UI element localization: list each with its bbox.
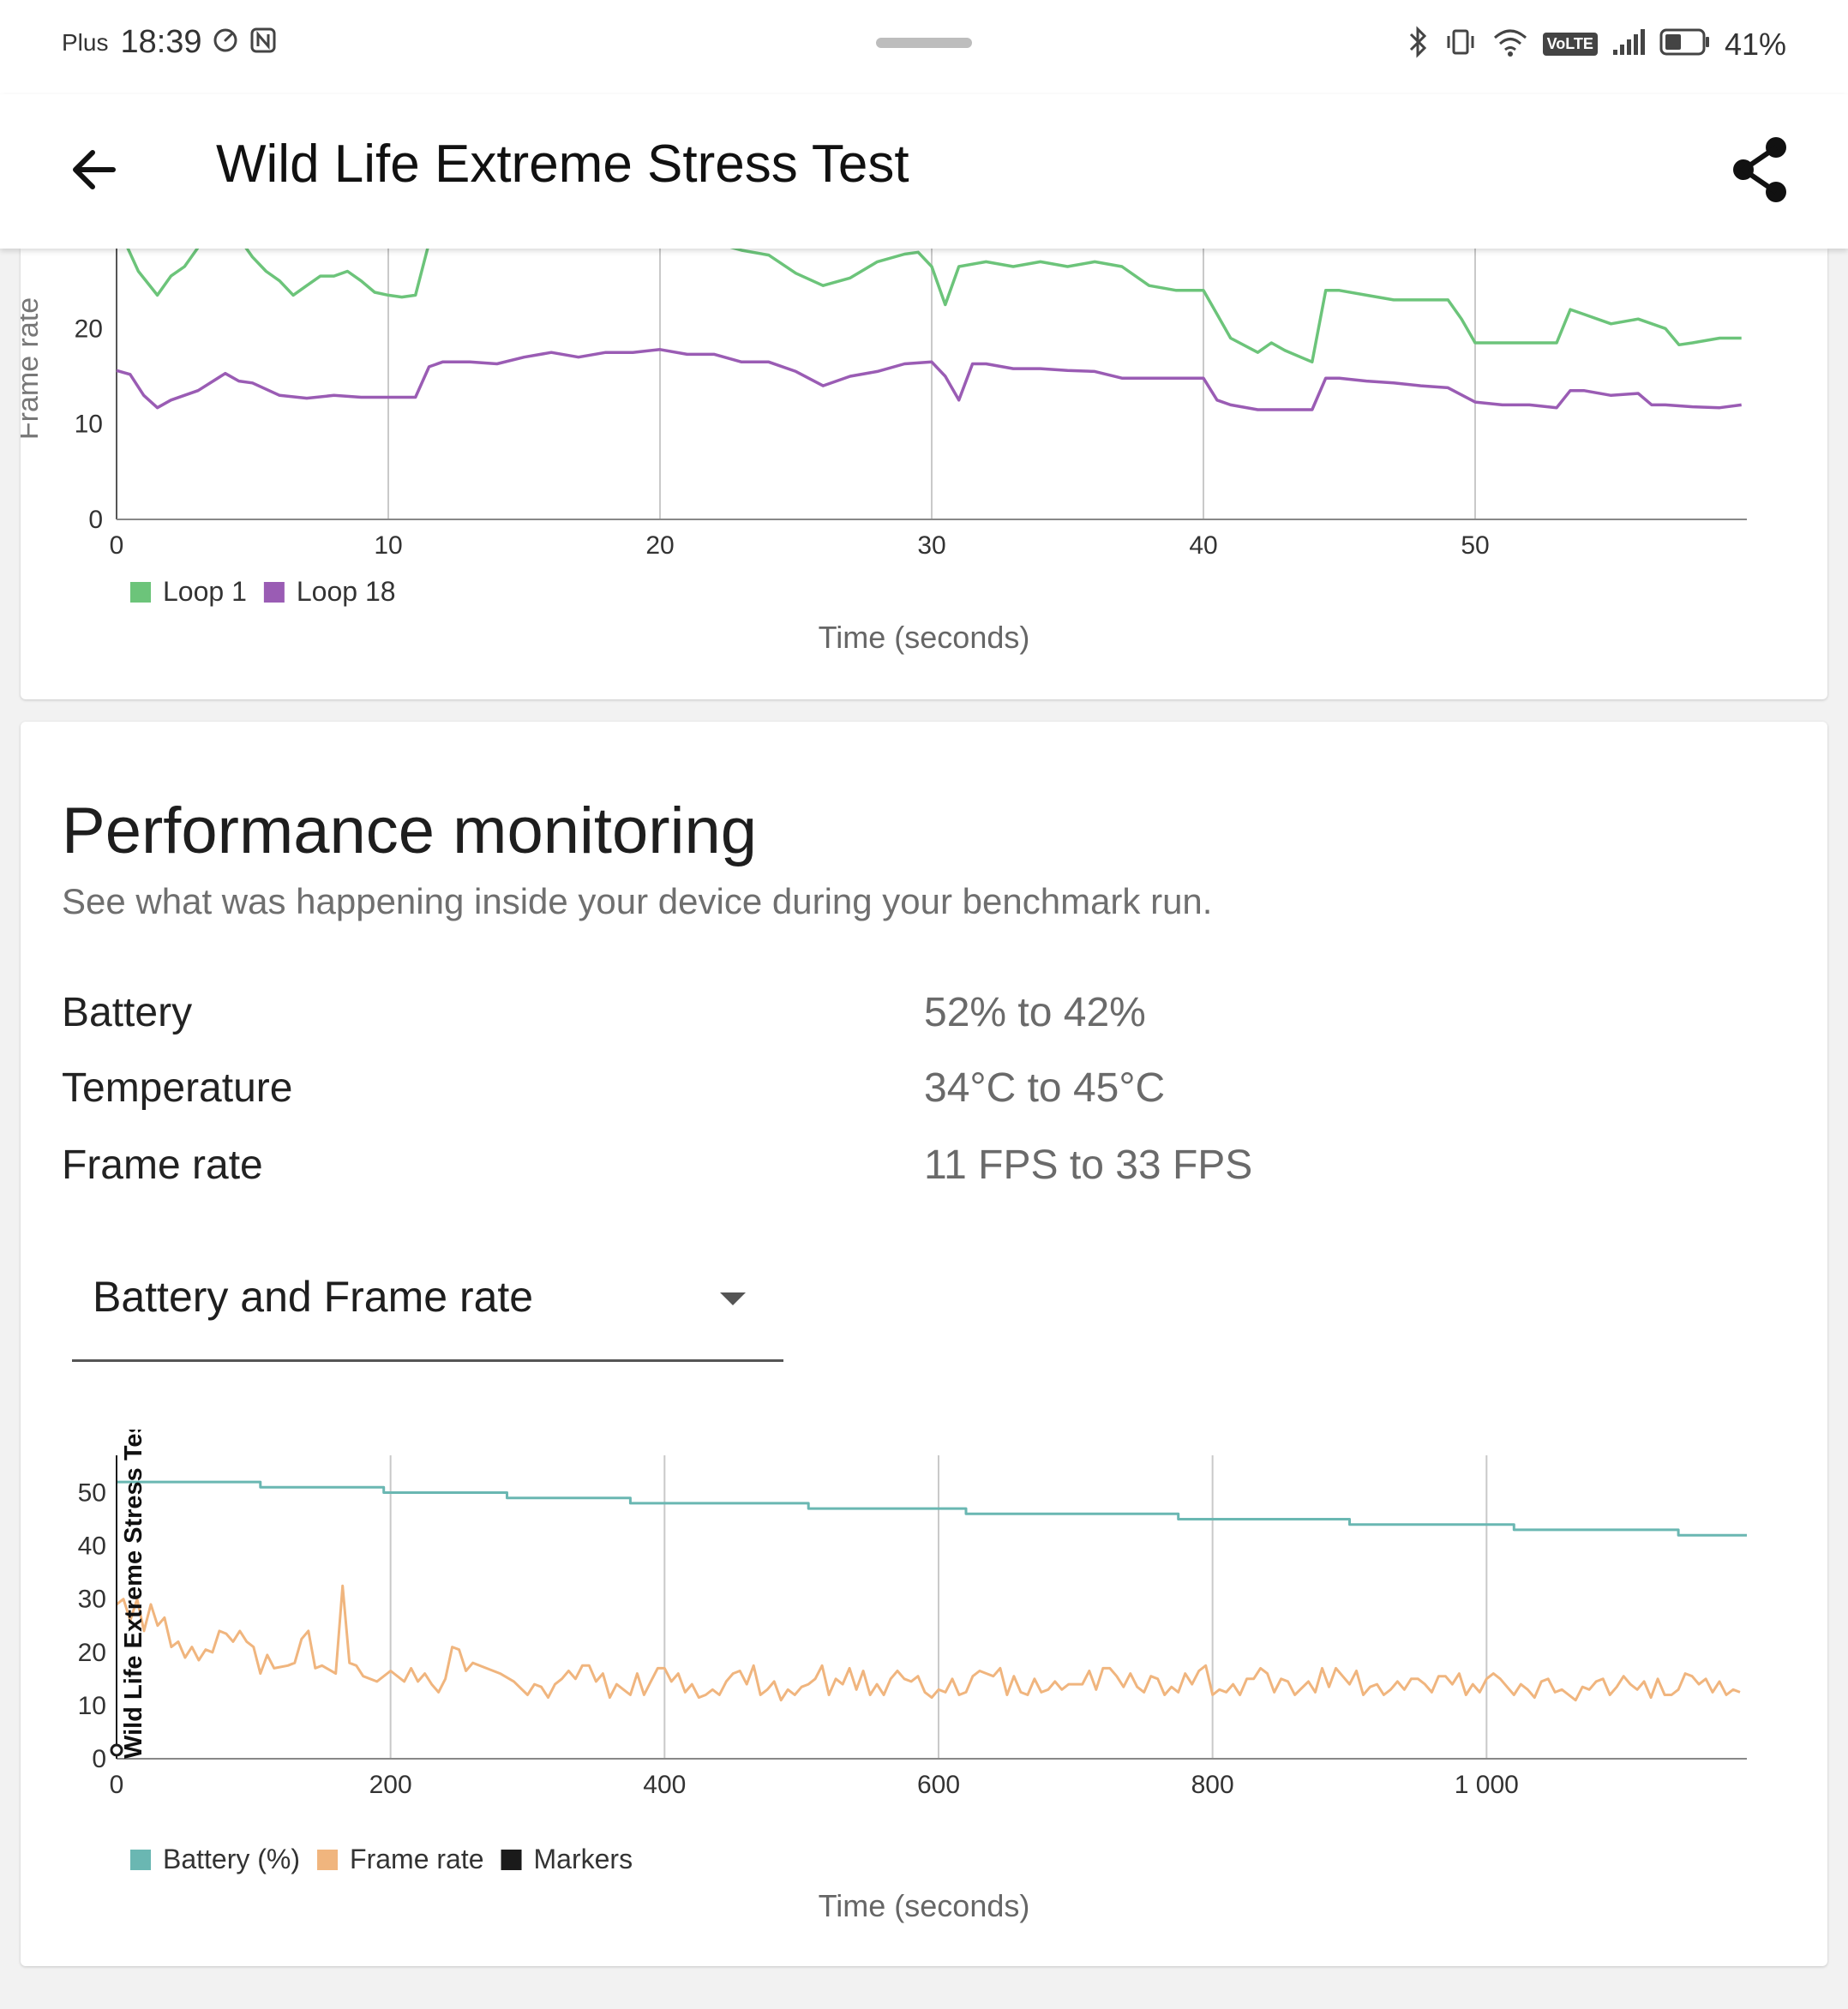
wifi-icon bbox=[1491, 26, 1529, 63]
stat-value-battery: 52% to 42% bbox=[924, 990, 1146, 1035]
legend-swatch bbox=[130, 582, 151, 603]
x-tick-label: 800 bbox=[1191, 1771, 1234, 1799]
clock: 18:39 bbox=[120, 24, 202, 60]
speedometer-icon bbox=[211, 26, 240, 59]
legend-label[interactable]: Frame rate bbox=[350, 1844, 483, 1874]
monitoring-chart: 0 200 400 600 800 1 000 0 10 20 30 40 50 Wild Life E… bbox=[78, 1430, 1747, 1923]
x-tick-label: 400 bbox=[643, 1771, 686, 1799]
legend-swatch bbox=[130, 1850, 151, 1870]
battery-percent: 41% bbox=[1724, 26, 1786, 62]
share-icon bbox=[1733, 137, 1786, 202]
x-tick-label: 600 bbox=[917, 1771, 960, 1799]
y-tick-label: 10 bbox=[78, 1692, 106, 1720]
vibrate-icon bbox=[1443, 26, 1478, 63]
stat-value-frame-rate: 11 FPS to 33 FPS bbox=[924, 1142, 1253, 1188]
arrow-left-icon bbox=[73, 150, 116, 189]
y-tick-label: 0 bbox=[92, 1745, 106, 1773]
chart-type-dropdown[interactable]: Battery and Frame rate bbox=[72, 1253, 783, 1362]
x-tick-label: 200 bbox=[369, 1771, 412, 1799]
loop-chart-card: 0 10 20 30 40 50 0 10 20 Frame rate Loop 1 Loop 18 T… bbox=[21, 249, 1827, 699]
series-line-loop-18 bbox=[116, 348, 1742, 411]
y-tick-label: 40 bbox=[78, 1532, 106, 1561]
stat-label-battery: Battery bbox=[62, 990, 193, 1035]
volte-badge: VoLTE bbox=[1542, 33, 1598, 56]
x-tick-label: 30 bbox=[917, 531, 945, 560]
x-tick-label: 0 bbox=[110, 531, 124, 560]
marker-label: Wild Life Extreme Stress Test bbox=[120, 1430, 147, 1759]
dropdown-selected-value: Battery and Frame rate bbox=[93, 1273, 534, 1321]
section-title: Performance monitoring bbox=[62, 795, 758, 867]
signal-icon bbox=[1611, 27, 1646, 61]
x-tick-label: 20 bbox=[645, 531, 674, 560]
y-tick-label: 20 bbox=[75, 315, 103, 343]
y-tick-label: 30 bbox=[78, 1586, 106, 1614]
x-tick-label: 50 bbox=[1461, 531, 1489, 560]
performance-card: Performance monitoring See what was happ… bbox=[21, 722, 1827, 1966]
app-bar: Wild Life Extreme Stress Test bbox=[0, 94, 1848, 249]
caret-down-icon bbox=[720, 1292, 746, 1305]
share-button[interactable] bbox=[1725, 134, 1797, 206]
x-tick-label: 10 bbox=[374, 531, 402, 560]
section-subtitle: See what was happening inside your devic… bbox=[62, 881, 1213, 921]
x-tick-label: 0 bbox=[110, 1771, 124, 1799]
stat-value-temperature: 34°C to 45°C bbox=[924, 1065, 1166, 1111]
x-axis-label: Time (seconds) bbox=[819, 620, 1030, 655]
bluetooth-icon bbox=[1407, 26, 1430, 63]
y-axis-label: Frame rate bbox=[21, 297, 45, 440]
stat-label-frame-rate: Frame rate bbox=[62, 1142, 263, 1188]
loop-frame-rate-chart: 0 10 20 30 40 50 0 10 20 Frame rate Loop 1 Loop 18 T… bbox=[21, 249, 1747, 655]
carrier-label: Plus bbox=[62, 28, 109, 56]
x-tick-label: 1 000 bbox=[1455, 1771, 1519, 1799]
legend-label[interactable]: Loop 18 bbox=[297, 576, 396, 607]
x-axis-label: Time (seconds) bbox=[819, 1888, 1030, 1923]
frame-rate-series-line bbox=[116, 1584, 1741, 1702]
legend-swatch bbox=[317, 1850, 339, 1870]
y-tick-label: 20 bbox=[78, 1639, 106, 1667]
page-title: Wild Life Extreme Stress Test bbox=[216, 135, 909, 194]
series-line-loop-1 bbox=[126, 249, 1742, 364]
marker-dot[interactable] bbox=[110, 1743, 123, 1757]
nfc-icon bbox=[249, 26, 278, 59]
status-bar: Plus 18:39 VoLTE 41% bbox=[0, 0, 1848, 94]
battery-icon bbox=[1659, 27, 1711, 61]
y-tick-label: 10 bbox=[75, 411, 103, 439]
legend-swatch bbox=[501, 1850, 522, 1870]
y-tick-label: 50 bbox=[78, 1478, 106, 1507]
drag-handle[interactable] bbox=[876, 38, 972, 48]
stat-label-temperature: Temperature bbox=[62, 1065, 293, 1111]
legend-label[interactable]: Markers bbox=[534, 1844, 633, 1874]
battery-series-line bbox=[117, 1480, 1747, 1537]
y-tick-label: 0 bbox=[88, 506, 103, 534]
legend-swatch bbox=[263, 582, 285, 603]
x-tick-label: 40 bbox=[1189, 531, 1217, 560]
legend-label[interactable]: Battery (%) bbox=[163, 1844, 300, 1874]
back-button[interactable] bbox=[60, 135, 129, 204]
legend-label[interactable]: Loop 1 bbox=[163, 576, 247, 607]
